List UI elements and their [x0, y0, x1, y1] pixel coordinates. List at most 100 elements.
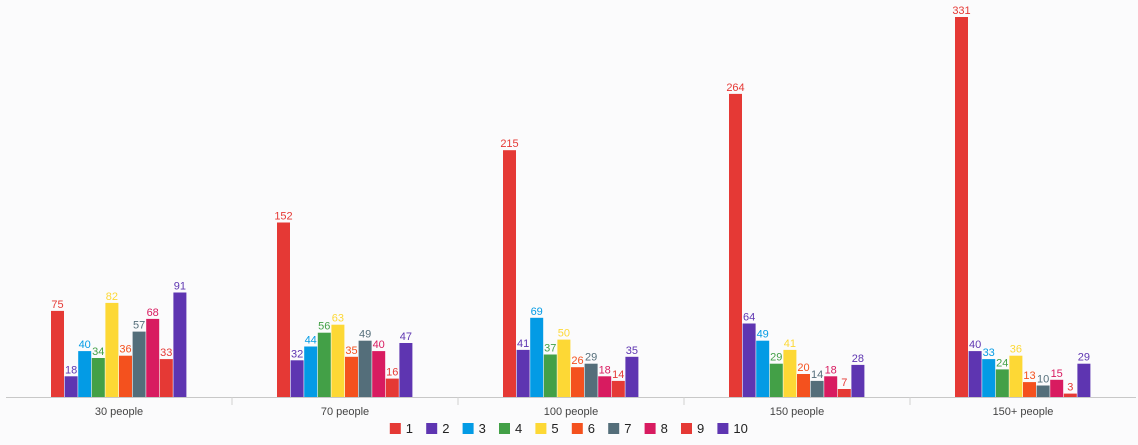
bar-6-2[interactable] — [571, 367, 584, 397]
bar-7-1[interactable] — [358, 340, 372, 397]
bar-1-4[interactable] — [955, 17, 968, 397]
legend-label: 1 — [406, 421, 413, 436]
data-label: 34 — [92, 346, 104, 358]
legend[interactable]: 1 2 3 4 5 6 7 8 9 10 — [389, 421, 748, 436]
bar-2-3[interactable] — [742, 323, 756, 398]
data-label: 41 — [784, 338, 796, 350]
bar-2-1[interactable] — [290, 360, 304, 397]
data-label: 35 — [345, 345, 357, 357]
bar-10-4[interactable] — [1077, 363, 1091, 397]
bar-10-0[interactable] — [173, 292, 187, 398]
legend-swatch — [681, 423, 692, 434]
data-label: 68 — [147, 307, 159, 319]
legend-item-1[interactable]: 1 — [389, 421, 413, 436]
bar-10-2[interactable] — [625, 356, 639, 397]
data-label: 40 — [969, 339, 981, 351]
bar-5-4[interactable] — [1009, 355, 1023, 397]
legend-swatch — [389, 423, 401, 434]
legend-label: 6 — [588, 421, 595, 436]
legend-item-8[interactable]: 8 — [644, 421, 668, 436]
legend-item-7[interactable]: 7 — [608, 421, 631, 436]
bar-9-2[interactable] — [611, 380, 625, 397]
bar-1-2[interactable] — [503, 150, 516, 397]
bar-1-1[interactable] — [277, 222, 290, 398]
data-label: 264 — [726, 82, 744, 94]
bar-6-0[interactable] — [119, 355, 132, 397]
data-label: 18 — [599, 364, 611, 376]
bar-9-1[interactable] — [385, 378, 399, 397]
legend-swatch — [462, 423, 474, 434]
data-label: 24 — [996, 357, 1008, 369]
data-label: 3 — [1067, 382, 1073, 394]
bar-1-0[interactable] — [51, 310, 64, 397]
bar-8-4[interactable] — [1050, 379, 1064, 397]
data-label: 10 — [1037, 374, 1049, 386]
x-tick-label: 70 people — [321, 406, 369, 418]
bar-5-0[interactable] — [105, 302, 119, 397]
bar-5-2[interactable] — [557, 339, 571, 397]
bar-3-3[interactable] — [756, 340, 770, 397]
bar-9-4[interactable] — [1063, 393, 1077, 397]
legend-item-3[interactable]: 3 — [462, 421, 486, 436]
bar-1-3[interactable] — [729, 93, 742, 398]
legend-item-5[interactable]: 5 — [535, 421, 559, 436]
data-label: 37 — [544, 343, 556, 355]
bar-4-0[interactable] — [91, 358, 105, 397]
bar-5-1[interactable] — [331, 324, 345, 397]
bar-8-0[interactable] — [146, 318, 160, 397]
x-axis: 30 people 70 people 100 people 150 people 15… — [6, 397, 1136, 418]
bar-7-4[interactable] — [1036, 385, 1050, 398]
data-label: 331 — [952, 5, 970, 17]
bar-3-0[interactable] — [78, 351, 92, 397]
bar-8-3[interactable] — [824, 376, 838, 397]
bar-6-4[interactable] — [1023, 382, 1036, 397]
bar-2-2[interactable] — [516, 349, 530, 397]
legend-item-2[interactable]: 2 — [426, 421, 449, 436]
legend-item-9[interactable]: 9 — [681, 421, 704, 436]
data-labels-layer: 7518403482365768339115232445663354940164… — [51, 5, 1090, 394]
bar-6-3[interactable] — [797, 374, 810, 397]
legend-item-4[interactable]: 4 — [499, 421, 522, 436]
data-label: 29 — [770, 352, 782, 364]
data-label: 49 — [757, 329, 769, 341]
data-label: 49 — [359, 329, 371, 341]
bar-10-3[interactable] — [851, 364, 865, 397]
data-label: 33 — [160, 347, 172, 359]
data-label: 16 — [386, 367, 398, 379]
bar-2-4[interactable] — [968, 351, 982, 397]
bar-8-1[interactable] — [372, 351, 386, 397]
bar-4-2[interactable] — [543, 354, 557, 398]
bar-6-1[interactable] — [345, 356, 358, 397]
legend-item-6[interactable]: 6 — [571, 421, 595, 436]
bar-2-0[interactable] — [64, 376, 78, 397]
bar-3-4[interactable] — [982, 359, 996, 397]
data-label: 40 — [373, 339, 385, 351]
bar-9-0[interactable] — [159, 359, 173, 397]
legend-swatch — [499, 423, 510, 434]
bar-4-4[interactable] — [995, 369, 1009, 397]
data-label: 64 — [743, 312, 755, 324]
bar-5-3[interactable] — [783, 349, 797, 397]
bar-3-1[interactable] — [304, 346, 318, 398]
legend-label: 7 — [624, 421, 631, 436]
data-label: 14 — [811, 369, 823, 381]
data-label: 20 — [797, 362, 809, 374]
legend-label: 3 — [479, 421, 486, 436]
bar-4-3[interactable] — [769, 363, 783, 397]
bar-7-3[interactable] — [810, 380, 824, 397]
bar-10-1[interactable] — [399, 343, 413, 397]
legend-swatch — [535, 423, 547, 434]
legend-swatch — [608, 423, 620, 434]
legend-swatch — [644, 423, 656, 434]
data-label: 15 — [1051, 368, 1063, 380]
data-label: 215 — [500, 138, 518, 150]
bar-4-1[interactable] — [317, 332, 331, 397]
bar-9-3[interactable] — [837, 389, 851, 397]
bar-7-2[interactable] — [584, 363, 598, 397]
bar-8-2[interactable] — [598, 376, 612, 397]
legend-item-10[interactable]: 10 — [717, 421, 748, 436]
bar-7-0[interactable] — [132, 331, 146, 397]
bar-3-2[interactable] — [530, 317, 544, 397]
legend-label: 10 — [733, 421, 747, 436]
